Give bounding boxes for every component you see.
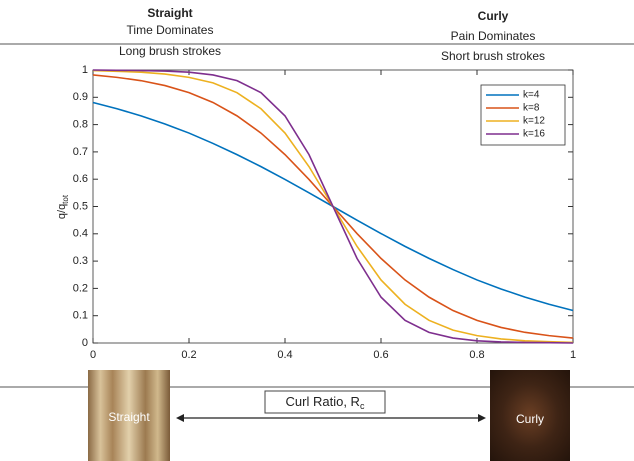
annotation: Pain Dominates [451,29,536,43]
y-label-sub: tot [61,194,70,204]
x-label-box [264,390,386,414]
y-tick-label: 1 [82,64,88,76]
y-tick-label: 0.5 [73,200,88,212]
annotation: Short brush strokes [441,49,545,63]
y-tick-label: 0.4 [73,228,88,240]
y-tick-label: 0.7 [73,146,88,158]
legend-label: k=4 [523,90,540,101]
x-axis-label: Curl Ratio, Rc [286,394,365,411]
y-tick-label: 0.3 [73,255,88,267]
curly-photo [490,370,570,461]
x-label-main: Curl Ratio, R [286,394,360,409]
y-label-main: q/q [56,204,68,219]
x-label-sub: c [360,401,365,411]
photo-label: Straight [108,410,150,424]
legend-label: k=8 [523,103,540,114]
y-tick-label: 0.1 [73,310,88,322]
x-tick-label: 0.6 [373,349,388,361]
series-line [92,69,574,344]
x-tick-label: 1 [570,349,576,361]
x-tick-label: 0.4 [277,349,292,361]
straight-photo [88,370,170,461]
legend-label: k=16 [523,129,545,140]
y-tick-label: 0.2 [73,282,88,294]
photo-label: Curly [516,412,544,426]
y-axis-label: q/qtot [56,194,70,219]
x-tick-label: 0 [90,349,96,361]
y-tick-label: 0.9 [73,91,88,103]
y-tick-label: 0.8 [73,119,88,131]
annotation: Curly [478,9,509,23]
annotation: Time Dominates [127,23,214,37]
y-tick-label: 0.6 [73,173,88,185]
y-tick-label: 0 [82,337,88,349]
annotation: Long brush strokes [119,44,221,58]
x-tick-label: 0.2 [181,349,196,361]
x-tick-label: 0.8 [469,349,484,361]
legend-label: k=12 [523,116,545,127]
annotation: Straight [147,6,192,20]
